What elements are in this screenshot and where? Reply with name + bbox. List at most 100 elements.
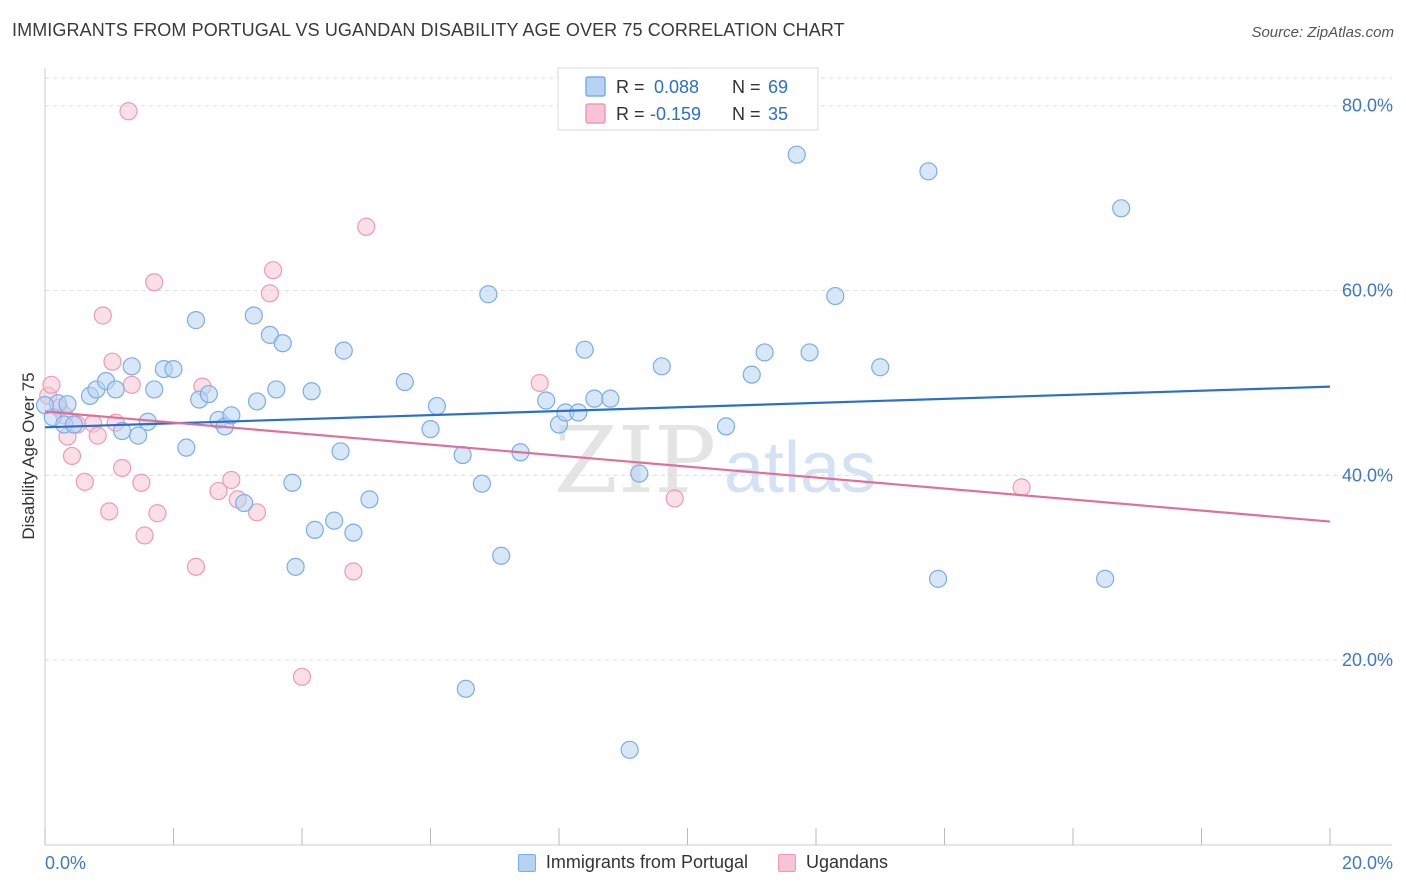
portugal-point	[64, 415, 84, 434]
portugal-point	[325, 511, 344, 530]
ugandans-point	[132, 473, 151, 492]
portugal-point	[421, 420, 440, 439]
ugandans-point	[357, 217, 376, 236]
legend-r-value-1: 0.088	[654, 77, 699, 97]
watermark-atlas: atlas	[724, 428, 876, 508]
ugandans-points	[39, 102, 1031, 686]
portugal-point	[334, 341, 353, 360]
portugal-point	[453, 445, 472, 465]
portugal-point	[575, 340, 594, 359]
ugandans-point	[112, 458, 132, 478]
portugal-point	[222, 406, 241, 425]
legend-r-label-1: R =	[616, 77, 645, 97]
ugandans-point	[186, 557, 206, 576]
portugal-point	[244, 306, 263, 325]
portugal-points	[35, 145, 1131, 759]
portugal-point	[787, 145, 806, 164]
portugal-point	[755, 343, 774, 362]
portugal-point	[199, 384, 218, 404]
portugal-point	[331, 442, 350, 461]
chart-title: IMMIGRANTS FROM PORTUGAL VS UGANDAN DISA…	[12, 20, 845, 40]
portugal-point	[537, 391, 556, 410]
ugandans-point	[222, 470, 241, 490]
portugal-point	[456, 679, 475, 698]
portugal-point	[395, 372, 414, 392]
portugal-point	[344, 523, 363, 542]
legend-swatch-ugandans-bottom	[777, 853, 796, 872]
portugal-point	[652, 357, 671, 376]
legend-item-portugal: Immigrants from Portugal	[517, 852, 748, 873]
legend-label-portugal: Immigrants from Portugal	[545, 852, 748, 872]
ugandans-point	[93, 306, 112, 325]
ugandans-point	[209, 481, 228, 501]
ugandans-point	[1012, 478, 1031, 497]
portugal-point	[35, 396, 55, 415]
portugal-point	[305, 520, 324, 539]
portugal-point	[716, 417, 736, 436]
portugal-point	[283, 473, 302, 492]
ugandans-point	[122, 375, 141, 394]
portugal-point	[919, 162, 938, 181]
portugal-point	[620, 740, 639, 759]
grid-layer	[45, 77, 1392, 661]
ugandans-point	[88, 426, 107, 445]
portugal-point	[260, 325, 279, 344]
x-tick-label: 0.0%	[45, 853, 86, 873]
portugal-point	[286, 557, 305, 576]
trend-lines	[44, 385, 1331, 523]
portugal-point	[235, 493, 254, 513]
ugandans-point	[135, 526, 154, 545]
ugandans-point	[103, 352, 122, 371]
legend-label-ugandans: Ugandans	[805, 852, 889, 872]
legend-n-value-2: 35	[768, 104, 788, 124]
ugandans-point	[292, 667, 312, 686]
portugal-point	[479, 285, 498, 304]
portugal-point	[186, 311, 206, 330]
legend-swatch-portugal	[585, 76, 606, 97]
ugandans-point	[247, 503, 267, 522]
ugandans-point	[100, 502, 119, 521]
portugal-point	[742, 365, 761, 384]
y-tick-label: 60.0%	[1342, 281, 1393, 301]
legend-swatch-ugandans	[585, 103, 606, 124]
ugandans-point	[260, 284, 279, 303]
portugal-point	[601, 389, 620, 408]
y-axis-label: Disability Age Over 75	[19, 372, 38, 539]
portugal-point	[129, 426, 148, 445]
portugal-point	[826, 286, 845, 306]
ugandans-point	[263, 261, 283, 280]
portugal-point	[145, 380, 164, 399]
portugal-point	[569, 403, 588, 422]
ugandans-point	[62, 446, 82, 466]
portugal-point	[1112, 199, 1131, 218]
portugal-point	[58, 395, 77, 414]
axis-layer: 20.0% 40.0% 60.0% 80.0% 0.0% 20.0%	[44, 68, 1393, 873]
ugandans-point	[665, 489, 684, 508]
legend-swatch-portugal-bottom	[517, 853, 536, 872]
portugal-point	[472, 474, 491, 493]
portugal-point	[360, 490, 379, 509]
ugandans-trend-line	[44, 410, 1331, 523]
portugal-point	[273, 334, 292, 353]
portugal-point	[164, 359, 183, 379]
ugandans-point	[148, 504, 167, 523]
portugal-point	[302, 382, 321, 401]
portugal-point	[177, 438, 196, 457]
legend-n-label-2: N =	[732, 104, 761, 124]
ugandans-point	[42, 375, 61, 394]
portugal-point	[247, 392, 267, 411]
legend-n-value-1: 69	[768, 77, 788, 97]
ugandans-point	[75, 472, 94, 491]
watermark: ZIP atlas	[554, 407, 876, 514]
watermark-zip: ZIP	[554, 407, 716, 514]
portugal-point	[427, 396, 447, 416]
source-label: Source: ZipAtlas.com	[1251, 24, 1394, 41]
legend-top: R = 0.088 N = 69 R = -0.159 N = 35	[557, 67, 819, 131]
y-tick-label: 80.0%	[1342, 96, 1393, 116]
portugal-point	[928, 569, 948, 588]
portugal-point	[267, 380, 286, 399]
y-tick-label: 40.0%	[1342, 465, 1393, 485]
portugal-point	[630, 464, 649, 483]
portugal-point	[585, 389, 604, 408]
